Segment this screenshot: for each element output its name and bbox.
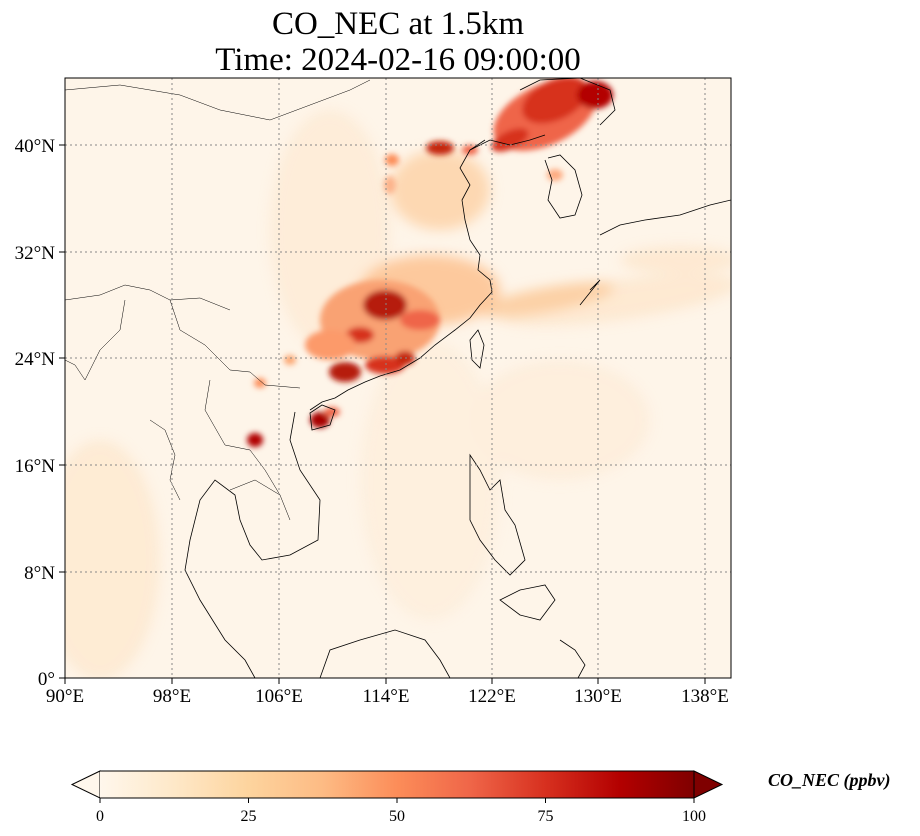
colorbar-extend-max [693, 770, 724, 799]
lon-tick-label: 138°E [681, 686, 729, 707]
lon-tick-label: 106°E [255, 686, 303, 707]
colorbar-tick-label: 50 [389, 808, 405, 825]
colorbar-tick-label: 0 [96, 808, 104, 825]
coastlines [184, 78, 731, 678]
map-title-line-2: Time: 2024-02-16 09:00:00 [215, 42, 581, 78]
country-borders [65, 79, 371, 521]
map-title-line-1: CO_NEC at 1.5km [271, 6, 525, 42]
lat-tick-label: 24°N [15, 349, 56, 370]
lon-tick-label: 114°E [363, 686, 410, 707]
colorbar-extend-min [70, 770, 101, 799]
tick-marks [59, 144, 706, 684]
colorbar-gradient [100, 771, 694, 798]
lat-tick-label: 16°N [15, 456, 56, 477]
lat-tick-label: 40°N [15, 136, 56, 157]
concentration-field [65, 78, 731, 678]
gridlines [65, 78, 731, 678]
map-frame [64, 77, 732, 679]
colorbar-tick-label: 75 [538, 808, 554, 825]
lon-tick-label: 130°E [574, 686, 622, 707]
lat-tick-label: 0° [38, 669, 55, 690]
lon-tick-label: 122°E [468, 686, 516, 707]
lat-tick-label: 8°N [24, 563, 55, 584]
colorbar-label: CO_NEC (ppbv) [768, 770, 891, 790]
colorbar-tick-label: 100 [682, 808, 706, 825]
colorbar: 0 25 50 75 100 [70, 770, 724, 825]
colorbar-tick-label: 25 [241, 808, 257, 825]
lat-tick-label: 32°N [15, 243, 56, 264]
lon-tick-label: 98°E [153, 686, 191, 707]
lon-tick-label: 90°E [46, 686, 84, 707]
